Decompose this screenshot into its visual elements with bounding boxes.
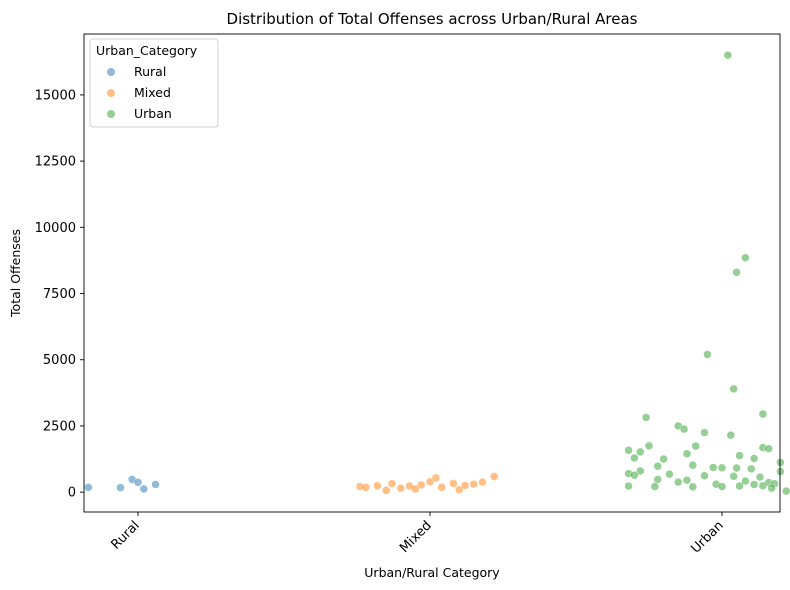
point-rural [139,484,149,494]
point-urban [703,350,712,359]
point-rural [116,483,125,492]
point-urban [688,460,698,470]
point-urban [717,482,727,491]
point-mixed [449,479,458,488]
point-urban [635,466,645,476]
y-axis-label: Total Offenses [8,229,23,318]
point-urban [641,413,651,422]
data-points [84,50,790,496]
point-urban [682,475,692,485]
point-urban [679,424,689,434]
point-urban [767,483,776,493]
point-urban [659,454,668,464]
chart-title: Distribution of Total Offenses across Ur… [227,10,638,28]
point-urban [735,481,744,491]
point-urban [732,268,741,277]
x-tick-label-mixed: Mixed [397,518,435,556]
point-rural [133,478,143,487]
point-urban [729,384,738,394]
point-mixed [361,483,371,492]
point-urban [735,451,744,460]
legend-entry-mixed: Mixed [107,85,171,100]
point-urban [717,463,727,473]
y-tick-label: 15000 [35,88,76,103]
legend-label-urban: Urban [134,106,172,121]
point-urban [700,471,709,480]
legend-marker-urban [107,110,115,118]
point-urban [764,444,773,453]
legend-marker-rural [107,68,115,76]
y-tick-label: 0 [68,486,76,501]
point-urban [726,430,736,440]
point-urban [746,464,756,474]
point-urban [682,449,692,458]
legend-entry-rural: Rural [107,64,166,79]
legend-label-mixed: Mixed [134,85,171,100]
legend-entry-urban: Urban [107,106,172,121]
point-urban [708,463,718,472]
point-urban [732,463,741,473]
point-urban [665,469,674,479]
plot-frame [83,33,781,513]
point-urban [653,461,663,471]
point-mixed [387,479,397,488]
point-mixed [454,485,464,495]
point-mixed [396,483,406,493]
point-urban [644,441,654,451]
point-urban [741,476,750,486]
point-urban [650,482,660,491]
point-urban [729,471,738,481]
x-tick-label-rural: Rural [108,518,142,552]
point-urban [781,486,790,496]
point-mixed [460,481,470,490]
y-tick-label: 2500 [43,419,76,434]
point-mixed [416,480,426,490]
point-urban [749,480,759,489]
legend-box [89,38,219,128]
point-mixed [373,481,382,491]
point-mixed [431,473,441,483]
legend-title: Urban_Category [96,43,198,58]
point-urban [723,50,733,60]
y-axis-ticks: 0 2500 5000 7500 10000 12500 15000 [35,88,84,501]
point-mixed [437,483,446,492]
point-urban [741,253,750,263]
point-urban [758,409,768,419]
point-mixed [469,479,479,489]
point-urban [673,477,683,487]
point-mixed [478,477,487,487]
point-mixed [425,477,435,487]
y-tick-label: 12500 [35,155,76,170]
point-urban [624,481,633,491]
point-mixed [489,472,499,481]
point-urban [749,454,759,463]
x-axis-ticks: Rural Mixed Urban [108,512,727,557]
x-axis-label: Urban/Rural Category [364,565,500,580]
point-urban [635,447,645,457]
point-urban [758,481,768,491]
y-tick-label: 5000 [43,353,76,368]
point-urban [630,470,639,480]
y-tick-label: 7500 [43,287,76,302]
point-mixed [411,484,420,494]
y-tick-label: 10000 [35,221,76,236]
point-mixed [381,486,391,495]
legend: Urban_Category Rural Mixed Urban [89,38,219,128]
point-rural [84,483,93,492]
legend-marker-mixed [107,89,115,97]
point-urban [630,453,639,463]
point-rural [151,480,160,489]
point-urban [691,441,700,451]
point-urban [624,446,633,455]
point-urban [700,428,709,437]
point-urban [688,482,698,492]
x-tick-label-urban: Urban [688,518,726,556]
legend-label-rural: Rural [134,64,166,79]
point-urban [755,472,765,482]
point-urban [653,475,663,484]
